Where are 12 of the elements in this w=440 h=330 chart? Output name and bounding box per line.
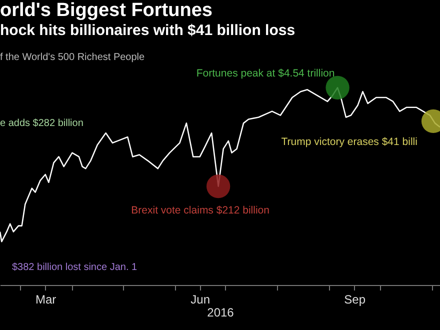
text: f the World's 500 Richest People [0,52,146,63]
annotation: Fortunes peak at $4.54 trillion [196,68,335,80]
chart-title: orld's Biggest Fortunes [0,0,212,21]
chart-subtitle: hock hits billionaires with $41 billion loss [0,22,296,39]
annotation: Brexit vote claims $212 billion [131,204,270,216]
x-tick-label: Sep [344,292,366,306]
x-tick-label: Mar [36,292,56,306]
annotation: e adds $282 billion [0,118,84,129]
annotation: Trump victory erases $41 billi [281,136,418,148]
x-tick-label: Jun [190,292,210,306]
x-axis-title: 2016 [207,306,234,320]
annotation: $382 billion lost since Jan. 1 [12,262,138,273]
